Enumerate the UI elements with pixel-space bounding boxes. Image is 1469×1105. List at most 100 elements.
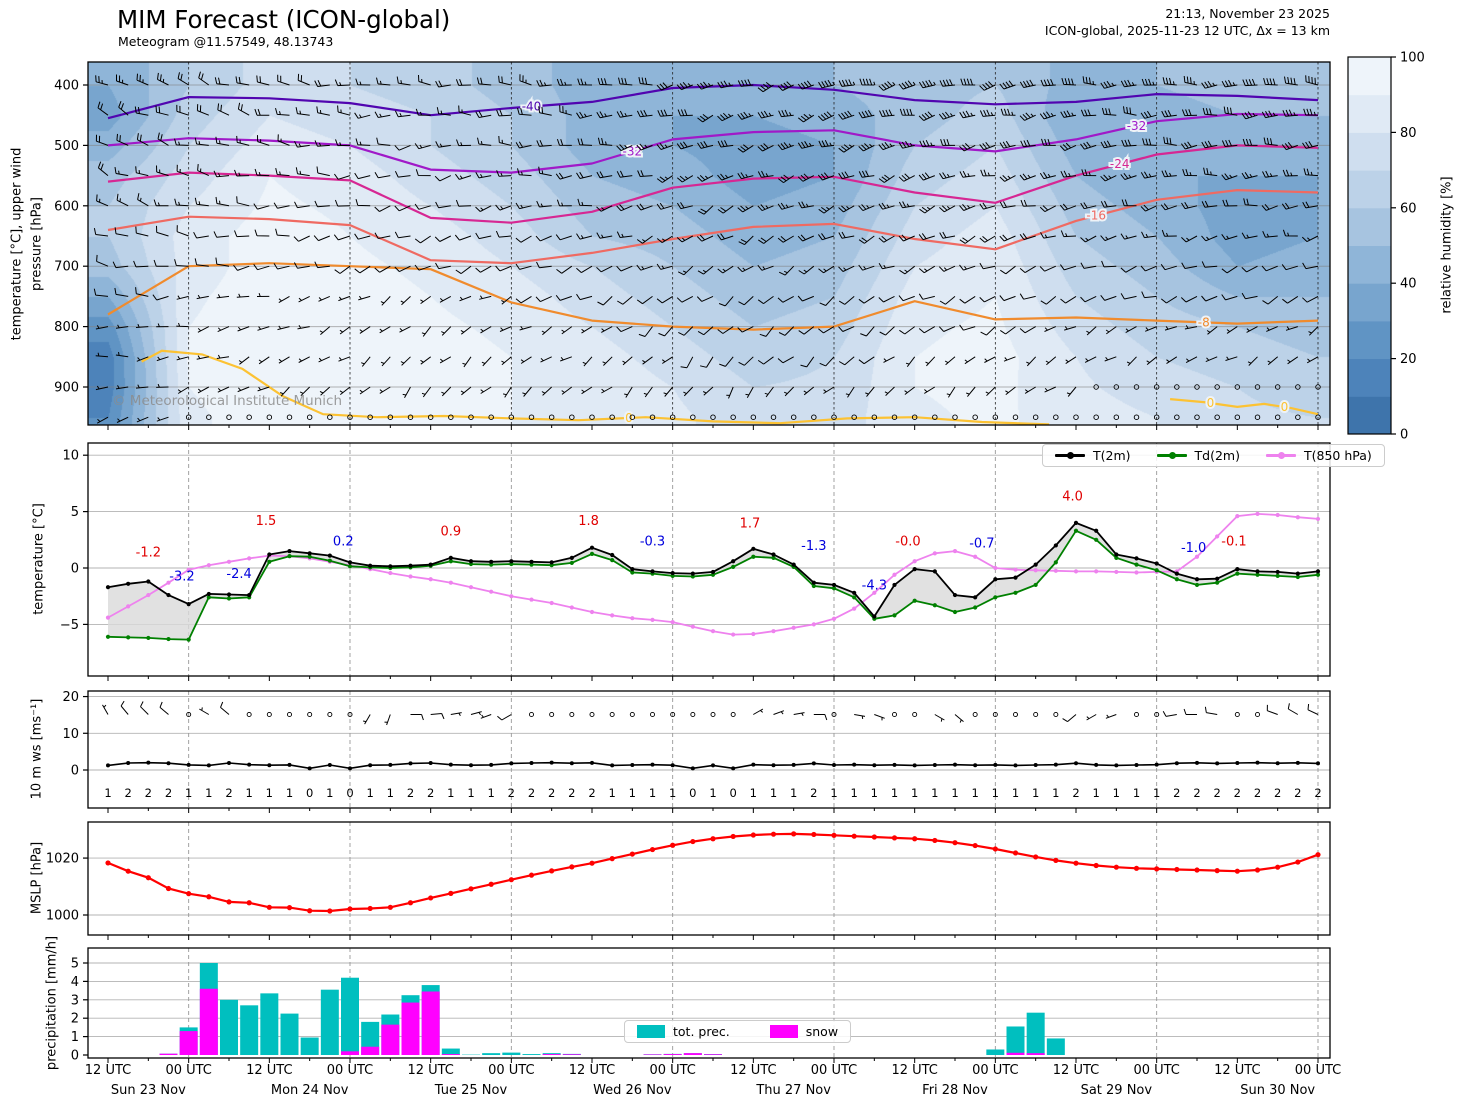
model-info: ICON-global, 2025-11-23 12 UTC, Δx = 13 … <box>1044 23 1330 38</box>
svg-text:1: 1 <box>629 786 636 800</box>
svg-text:1: 1 <box>891 786 898 800</box>
svg-text:1020: 1020 <box>46 852 79 867</box>
svg-text:1.5: 1.5 <box>256 514 277 529</box>
svg-text:1: 1 <box>911 786 918 800</box>
svg-text:0: 0 <box>71 1049 79 1064</box>
svg-text:2: 2 <box>1254 786 1261 800</box>
svg-text:12 UTC: 12 UTC <box>730 1063 776 1078</box>
svg-text:12 UTC: 12 UTC <box>407 1063 453 1078</box>
precipitation-bars <box>159 963 1065 1055</box>
svg-text:12 UTC: 12 UTC <box>1053 1063 1099 1078</box>
svg-text:1: 1 <box>488 786 495 800</box>
svg-text:00 UTC: 00 UTC <box>1133 1063 1179 1078</box>
svg-text:1: 1 <box>830 786 837 800</box>
legend-item-t850: T(850 hPa) <box>1265 448 1372 463</box>
copyright-watermark: © Meteorological Institute Munich <box>112 393 343 409</box>
svg-text:00 UTC: 00 UTC <box>165 1063 211 1078</box>
svg-text:Sun 30 Nov: Sun 30 Nov <box>1240 1083 1315 1098</box>
svg-text:1: 1 <box>447 786 454 800</box>
svg-text:12 UTC: 12 UTC <box>569 1063 615 1078</box>
svg-text:1: 1 <box>467 786 474 800</box>
svg-text:2: 2 <box>548 786 555 800</box>
svg-text:00 UTC: 00 UTC <box>649 1063 695 1078</box>
ylabel-colorbar: relative humidity [%] <box>1439 176 1455 314</box>
svg-text:1: 1 <box>246 786 253 800</box>
svg-text:−5: −5 <box>60 618 79 633</box>
svg-text:00 UTC: 00 UTC <box>972 1063 1018 1078</box>
svg-text:0: 0 <box>689 786 696 800</box>
issue-time: 21:13, November 23 2025 <box>1165 6 1330 21</box>
x-axis-labels: 12 UTC 00 UTC 12 UTC 00 UTC 12 UTC 00 UTC 12 U… <box>85 1063 1341 1098</box>
svg-text:3: 3 <box>71 993 79 1008</box>
legend-item-td2m: Td(2m) <box>1156 448 1240 463</box>
svg-text:0.9: 0.9 <box>440 524 461 539</box>
t2m-line-sample-icon <box>1055 452 1085 459</box>
svg-text:0: 0 <box>346 786 353 800</box>
colorbar: 0 20 40 60 80 100 <box>1347 51 1425 443</box>
legend-label-t850: T(850 hPa) <box>1303 448 1372 463</box>
svg-text:-32: -32 <box>1127 119 1147 133</box>
svg-text:00 UTC: 00 UTC <box>327 1063 373 1078</box>
svg-text:2: 2 <box>1173 786 1180 800</box>
svg-text:-3.2: -3.2 <box>169 569 194 584</box>
svg-text:1: 1 <box>1153 786 1160 800</box>
svg-text:400: 400 <box>54 79 79 94</box>
svg-text:-40: -40 <box>522 99 542 113</box>
svg-text:2: 2 <box>145 786 152 800</box>
svg-text:Thu 27 Nov: Thu 27 Nov <box>755 1083 831 1098</box>
svg-text:Mon 24 Nov: Mon 24 Nov <box>271 1083 349 1098</box>
svg-text:80: 80 <box>1400 126 1417 141</box>
svg-text:1: 1 <box>1113 786 1120 800</box>
svg-text:2: 2 <box>568 786 575 800</box>
svg-text:20: 20 <box>1400 352 1417 367</box>
svg-text:0: 0 <box>730 786 737 800</box>
svg-text:1: 1 <box>951 786 958 800</box>
svg-text:00 UTC: 00 UTC <box>488 1063 534 1078</box>
svg-text:1: 1 <box>326 786 333 800</box>
svg-text:1: 1 <box>104 786 111 800</box>
svg-text:2: 2 <box>427 786 434 800</box>
legend-item-t2m: T(2m) <box>1055 448 1131 463</box>
legend-label-td2m: Td(2m) <box>1194 448 1240 463</box>
svg-text:00 UTC: 00 UTC <box>1295 1063 1341 1078</box>
svg-text:1: 1 <box>972 786 979 800</box>
svg-text:Fri 28 Nov: Fri 28 Nov <box>922 1083 988 1098</box>
legend-label-total-precip: tot. prec. <box>673 1024 730 1039</box>
page-title: MIM Forecast (ICON-global) <box>117 5 451 34</box>
svg-text:Sun 23 Nov: Sun 23 Nov <box>111 1083 186 1098</box>
svg-text:12 UTC: 12 UTC <box>1214 1063 1260 1078</box>
svg-text:2: 2 <box>407 786 414 800</box>
svg-text:1: 1 <box>71 1030 79 1045</box>
svg-text:1000: 1000 <box>46 909 79 924</box>
svg-text:10: 10 <box>62 727 79 742</box>
svg-text:1: 1 <box>851 786 858 800</box>
svg-text:1: 1 <box>1052 786 1059 800</box>
ylabel-precipitation: precipitation [mm/h] <box>44 935 60 1071</box>
svg-text:700: 700 <box>54 260 79 275</box>
svg-text:2: 2 <box>1294 786 1301 800</box>
isotherm-contours: -40-32-32-24-16-800 0 <box>107 83 1319 427</box>
svg-text:1: 1 <box>992 786 999 800</box>
td2m-line-sample-icon <box>1156 452 1187 459</box>
gridlines <box>88 62 1330 1058</box>
svg-text:1: 1 <box>1012 786 1019 800</box>
svg-text:100: 100 <box>1400 51 1425 66</box>
svg-text:-0.1: -0.1 <box>1221 534 1246 549</box>
svg-text:0: 0 <box>71 562 79 577</box>
svg-text:12 UTC: 12 UTC <box>891 1063 937 1078</box>
svg-text:2: 2 <box>1193 786 1200 800</box>
svg-text:-0.3: -0.3 <box>640 534 665 549</box>
svg-text:4: 4 <box>71 975 79 990</box>
temperature-legend: T(2m) Td(2m) T(850 hPa) <box>1042 444 1385 467</box>
svg-text:-1.3: -1.3 <box>801 539 826 554</box>
svg-text:2: 2 <box>125 786 132 800</box>
svg-text:1: 1 <box>185 786 192 800</box>
svg-text:1: 1 <box>367 786 374 800</box>
svg-text:1: 1 <box>286 786 293 800</box>
svg-text:2: 2 <box>71 1012 79 1027</box>
ylabel-wind: 10 m ws [ms⁻¹] <box>29 698 45 800</box>
svg-text:2: 2 <box>1314 786 1321 800</box>
precipitation-legend: tot. prec. snow <box>624 1020 852 1043</box>
